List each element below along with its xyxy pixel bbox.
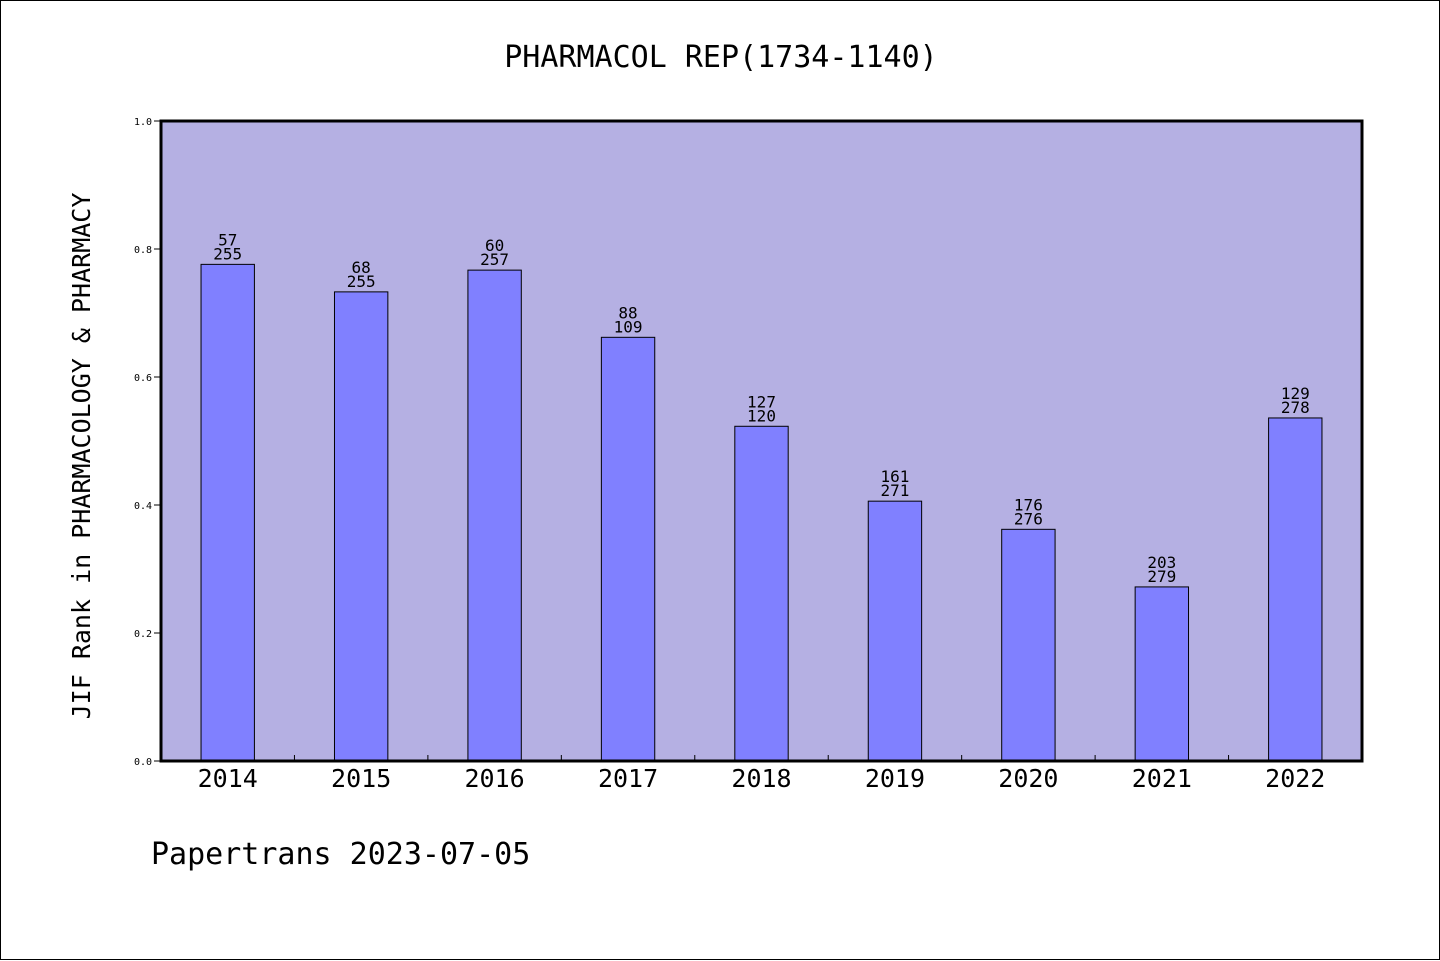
- x-tick-label: 2019: [865, 764, 925, 793]
- bar-label-rank: 88: [618, 303, 637, 322]
- x-tick-label: 2014: [198, 764, 258, 793]
- bar: [600, 336, 656, 762]
- bar: [333, 291, 389, 762]
- bar: [867, 500, 923, 762]
- y-tick-label: 0.6: [134, 373, 152, 384]
- bar-label-rank: 57: [218, 230, 237, 249]
- bar-label-rank: 129: [1281, 384, 1310, 403]
- y-tick-label: 0.2: [134, 629, 152, 640]
- bar: [1134, 586, 1190, 762]
- footer-text: Papertrans 2023-07-05: [151, 837, 530, 872]
- y-axis-label: JIF Rank in PHARMACOLOGY & PHARMACY: [67, 193, 96, 720]
- bar: [467, 269, 522, 762]
- bar-label-total: 271: [880, 481, 909, 500]
- plot-border: [159, 119, 1364, 763]
- bar: [1268, 417, 1323, 762]
- bar: [1001, 528, 1056, 762]
- x-tick-label: 2022: [1265, 764, 1325, 793]
- bar: [200, 263, 255, 762]
- bar-label-total: 279: [1147, 567, 1176, 586]
- bar-series: [200, 263, 1323, 762]
- x-tick-label: 2018: [731, 764, 791, 793]
- bar-label-rank: 60: [485, 236, 504, 255]
- bar-label-total: 257: [480, 250, 509, 269]
- y-tick-label: 0.0: [134, 757, 152, 768]
- bar-label-rank: 161: [880, 467, 909, 486]
- bar-label-rank: 127: [747, 392, 776, 411]
- bar-labels: 5725568255602578810912712016127117627620…: [213, 230, 1309, 586]
- chart-title: PHARMACOL REP(1734-1140): [504, 40, 937, 75]
- bar-label-total: 276: [1014, 509, 1043, 528]
- bar-label-rank: 203: [1147, 553, 1176, 572]
- x-tick-label: 2017: [598, 764, 658, 793]
- bar-label-total: 278: [1281, 398, 1310, 417]
- bar-label-total: 255: [213, 244, 242, 263]
- y-tick-label: 0.4: [134, 501, 152, 512]
- bar-label-rank: 176: [1014, 495, 1043, 514]
- x-tick-label: 2016: [465, 764, 525, 793]
- y-axis: 0.0 0.2 0.4 0.6 0.8 1.0: [134, 117, 161, 768]
- y-tick-label: 0.8: [134, 245, 152, 256]
- bar-label-total: 120: [747, 406, 776, 425]
- x-tick-label: 2021: [1132, 764, 1192, 793]
- bar-label-rank: 68: [352, 258, 371, 277]
- bar: [734, 425, 789, 762]
- x-tick-label: 2020: [998, 764, 1058, 793]
- x-tick-label: 2015: [331, 764, 391, 793]
- bar-label-total: 109: [614, 317, 643, 336]
- bar-label-total: 255: [347, 272, 376, 291]
- x-axis: 2014 2015 2016 2017 2018 2019 2020 2021 2022: [198, 755, 1325, 793]
- y-tick-label: 1.0: [134, 117, 152, 128]
